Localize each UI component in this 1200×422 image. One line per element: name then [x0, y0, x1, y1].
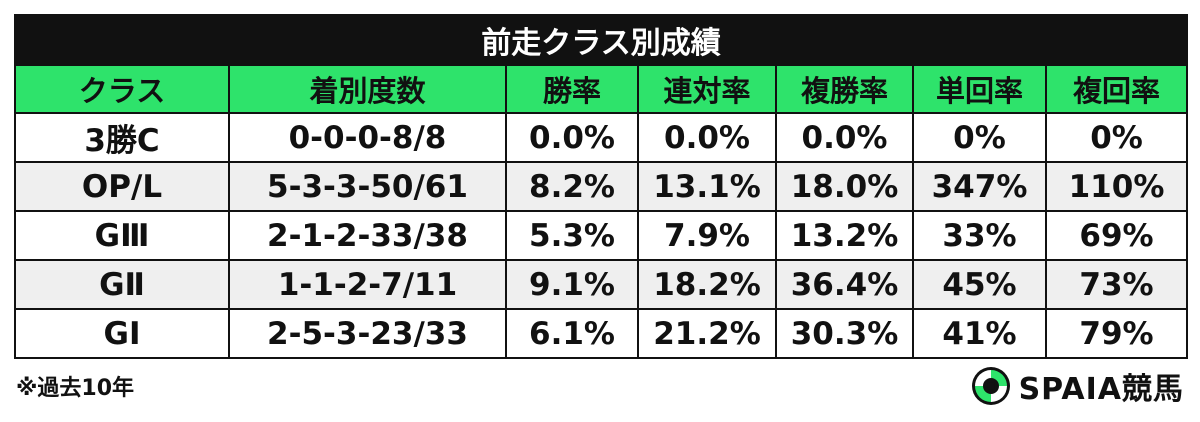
table-cell: 21.2%	[637, 308, 777, 359]
table-cell: 347%	[912, 161, 1047, 212]
table-cell: 18.0%	[775, 161, 914, 212]
table-cell: 7.9%	[637, 210, 777, 261]
row-label: GⅡ	[14, 259, 230, 310]
table-cell: 13.1%	[637, 161, 777, 212]
column-header: 連対率	[637, 64, 777, 114]
table-row: GⅠ 2-5-3-23/33 6.1% 21.2% 30.3% 41% 79%	[14, 308, 1189, 359]
row-label: OP/L	[14, 161, 230, 212]
table-cell: 5-3-3-50/61	[228, 161, 507, 212]
column-header: 複勝率	[775, 64, 914, 114]
table-cell: 36.4%	[775, 259, 914, 310]
table-row: OP/L 5-3-3-50/61 8.2% 13.1% 18.0% 347% 110%	[14, 161, 1189, 212]
footnote: ※過去10年	[16, 376, 135, 401]
table-cell: 0%	[912, 112, 1047, 163]
table-cell: 13.2%	[775, 210, 914, 261]
row-label: GⅢ	[14, 210, 230, 261]
table-cell: 2-5-3-23/33	[228, 308, 507, 359]
table-cell: 8.2%	[505, 161, 639, 212]
row-label: GⅠ	[14, 308, 230, 359]
column-header: 勝率	[505, 64, 639, 114]
table-cell: 0.0%	[637, 112, 777, 163]
table-row: 3勝C 0-0-0-8/8 0.0% 0.0% 0.0% 0% 0%	[14, 112, 1189, 163]
column-header: クラス	[14, 64, 230, 114]
table-cell: 18.2%	[637, 259, 777, 310]
table-row: GⅡ 1-1-2-7/11 9.1% 18.2% 36.4% 45% 73%	[14, 259, 1189, 310]
row-label: 3勝C	[14, 112, 230, 163]
table-cell: 41%	[912, 308, 1047, 359]
results-table: 前走クラス別成績 クラス 着別度数 勝率 連対率 複勝率 単回率 複回率 3勝C 0-0-0-…	[13, 14, 1189, 359]
header-row: クラス 着別度数 勝率 連対率 複勝率 単回率 複回率	[14, 64, 1189, 114]
table-cell: 2-1-2-33/38	[228, 210, 507, 261]
table-cell: 6.1%	[505, 308, 639, 359]
table-cell: 0%	[1044, 112, 1189, 163]
column-header: 単回率	[912, 64, 1047, 114]
table-cell: 110%	[1044, 161, 1189, 212]
table-row: GⅢ 2-1-2-33/38 5.3% 7.9% 13.2% 33% 69%	[14, 210, 1189, 261]
table-cell: 79%	[1044, 308, 1189, 359]
table-cell: 30.3%	[775, 308, 914, 359]
table-cell: 5.3%	[505, 210, 639, 261]
table-cell: 45%	[912, 259, 1047, 310]
table-body: 3勝C 0-0-0-8/8 0.0% 0.0% 0.0% 0% 0% OP/L 5-3-3-50…	[14, 112, 1189, 359]
table-cell: 1-1-2-7/11	[228, 259, 507, 310]
column-header: 複回率	[1044, 64, 1189, 114]
table-title: 前走クラス別成績	[13, 14, 1189, 66]
table-cell: 0.0%	[775, 112, 914, 163]
table-cell: 73%	[1044, 259, 1189, 310]
logo-text: SPAIA競馬	[1018, 372, 1184, 407]
table-cell: 33%	[912, 210, 1047, 261]
column-header: 着別度数	[228, 64, 507, 114]
table-cell: 9.1%	[505, 259, 639, 310]
logo-icon	[971, 367, 1010, 405]
table-cell: 69%	[1044, 210, 1189, 261]
table-cell: 0-0-0-8/8	[228, 112, 507, 163]
logo: SPAIA競馬	[971, 364, 1184, 408]
table-cell: 0.0%	[505, 112, 639, 163]
